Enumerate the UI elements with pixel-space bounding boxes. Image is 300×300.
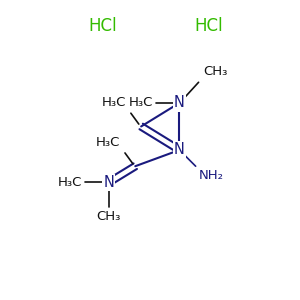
Text: H₃C: H₃C	[102, 96, 126, 109]
Text: CH₃: CH₃	[203, 65, 227, 78]
Text: H₃C: H₃C	[58, 176, 82, 189]
Text: HCl: HCl	[195, 17, 223, 35]
Text: N: N	[174, 142, 185, 158]
Text: N: N	[103, 175, 114, 190]
Text: HCl: HCl	[88, 17, 117, 35]
Text: H₃C: H₃C	[129, 96, 153, 110]
Text: NH₂: NH₂	[199, 169, 224, 182]
Text: CH₃: CH₃	[97, 210, 121, 224]
Text: H₃C: H₃C	[96, 136, 121, 148]
Text: N: N	[174, 95, 185, 110]
